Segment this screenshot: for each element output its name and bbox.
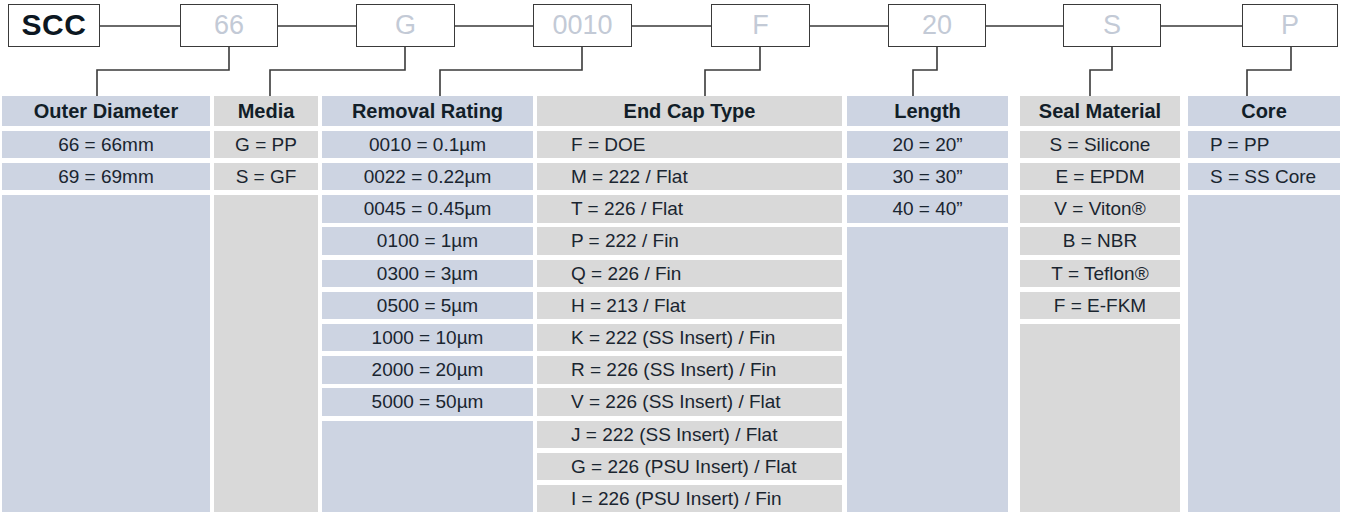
code-option: H = 213 / Flat (537, 292, 842, 320)
part-code-segment-scc: SCC (8, 4, 100, 47)
code-option: 0300 = 3µm (322, 260, 533, 288)
code-option: 0100 = 1µm (322, 227, 533, 255)
column-seal-material: Seal Material S = Silicone E = EPDM V = Vit… (1020, 96, 1180, 514)
column-header-length: Length (847, 96, 1008, 126)
code-option: T = 226 / Flat (537, 195, 842, 223)
column-filler (214, 195, 318, 512)
elbow-length (913, 46, 937, 96)
code-option: K = 222 (SS Insert) / Fin (537, 324, 842, 352)
code-option: 0010 = 0.1µm (322, 131, 533, 159)
code-option: G = PP (214, 131, 318, 159)
column-filler (322, 421, 533, 513)
code-option: F = DOE (537, 131, 842, 159)
column-filler (2, 195, 210, 512)
code-option: 20 = 20” (847, 131, 1008, 159)
column-header-removal-rating: Removal Rating (322, 96, 533, 126)
elbow-removal-rating (440, 46, 582, 96)
code-option: T = Teflon® (1020, 260, 1180, 288)
code-option: S = SS Core (1188, 163, 1340, 191)
code-option: V = 226 (SS Insert) / Flat (537, 388, 842, 416)
code-option: G = 226 (PSU Insert) / Flat (537, 453, 842, 481)
elbow-end-cap-type (705, 46, 760, 96)
code-option: I = 226 (PSU Insert) / Fin (537, 485, 842, 513)
column-removal-rating: Removal Rating 0010 = 0.1µm 0022 = 0.22µm 0… (322, 96, 533, 514)
code-option: 0500 = 5µm (322, 292, 533, 320)
part-code-segment-od: 66 (180, 4, 278, 47)
code-option: 2000 = 20µm (322, 356, 533, 384)
code-option: 66 = 66mm (2, 131, 210, 159)
code-option: B = NBR (1020, 227, 1180, 255)
code-option: P = 222 / Fin (537, 227, 842, 255)
elbow-core (1247, 46, 1291, 96)
code-option: Q = 226 / Fin (537, 260, 842, 288)
code-option: F = E-FKM (1020, 292, 1180, 320)
part-code-segment-length: 20 (888, 4, 986, 47)
column-core: Core P = PP S = SS Core (1188, 96, 1340, 514)
code-option: 69 = 69mm (2, 163, 210, 191)
column-media: Media G = PP S = GF (214, 96, 318, 514)
column-filler (1188, 195, 1340, 512)
code-option: V = Viton® (1020, 195, 1180, 223)
code-option: 1000 = 10µm (322, 324, 533, 352)
code-option: 30 = 30” (847, 163, 1008, 191)
code-option: S = GF (214, 163, 318, 191)
column-header-end-cap-type: End Cap Type (537, 96, 842, 126)
column-outer-diameter: Outer Diameter 66 = 66mm 69 = 69mm (2, 96, 210, 514)
part-code-segment-seal: S (1063, 4, 1161, 47)
code-option: 40 = 40” (847, 195, 1008, 223)
part-code-segment-media: G (356, 4, 455, 47)
column-header-seal-material: Seal Material (1020, 96, 1180, 126)
code-option: E = EPDM (1020, 163, 1180, 191)
column-filler (1020, 324, 1180, 513)
column-header-core: Core (1188, 96, 1340, 126)
column-end-cap-type: End Cap Type F = DOE M = 222 / Flat T = 226… (537, 96, 842, 514)
column-header-media: Media (214, 96, 318, 126)
ordering-code-diagram: SCC 66 G 0010 F 20 S P Outer Diameter 66 … (0, 0, 1347, 520)
code-option: 0045 = 0.45µm (322, 195, 533, 223)
code-option: R = 226 (SS Insert) / Fin (537, 356, 842, 384)
code-option: J = 222 (SS Insert) / Flat (537, 421, 842, 449)
elbow-media (270, 46, 405, 96)
part-code-segment-endcap: F (711, 4, 810, 47)
code-option: P = PP (1188, 131, 1340, 159)
code-option: S = Silicone (1020, 131, 1180, 159)
column-filler (847, 227, 1008, 512)
elbow-outer-diameter (97, 46, 229, 96)
column-length: Length 20 = 20” 30 = 30” 40 = 40” (847, 96, 1008, 514)
part-code-segment-rating: 0010 (533, 4, 632, 47)
part-code-segment-core: P (1242, 4, 1338, 47)
code-option: 0022 = 0.22µm (322, 163, 533, 191)
code-option: M = 222 / Flat (537, 163, 842, 191)
column-header-outer-diameter: Outer Diameter (2, 96, 210, 126)
elbow-seal-material (1090, 46, 1112, 96)
code-option: 5000 = 50µm (322, 388, 533, 416)
